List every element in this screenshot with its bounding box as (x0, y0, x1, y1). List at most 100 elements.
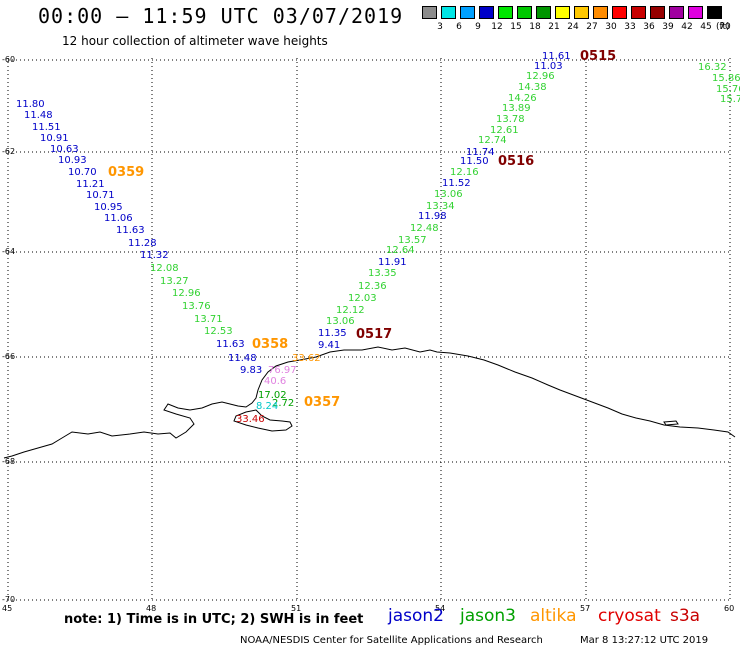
wave-height-value: 14.38 (518, 82, 547, 93)
wave-height-value: 12.61 (490, 125, 519, 136)
legend-swatch (707, 6, 722, 19)
wave-height-value: 11.63 (216, 339, 245, 350)
legend-label: 9 (475, 22, 481, 32)
wave-height-value: 13.06 (434, 189, 463, 200)
legend-label: 3 (437, 22, 443, 32)
pass-time-label: 0517 (356, 327, 392, 342)
legend-swatch (574, 6, 589, 19)
wave-height-value: 12.64 (386, 245, 415, 256)
coastline (3, 346, 736, 459)
legend-swatch (498, 6, 513, 19)
wave-height-value: 13.89 (502, 103, 531, 114)
wave-height-value: 10.93 (58, 155, 87, 166)
wave-height-value: 76.97 (268, 365, 297, 376)
wave-height-value: 11.03 (534, 61, 563, 72)
legend-label: 70 (719, 22, 731, 32)
pass-time-label: 0357 (304, 395, 340, 410)
legend-swatch (536, 6, 551, 19)
wave-height-value: 17.02 (258, 390, 287, 401)
wave-height-value: 13.76 (182, 301, 211, 312)
wave-height-value: 10.70 (68, 167, 97, 178)
legend-label: 36 (643, 22, 655, 32)
legend-unit: (ft) (716, 22, 730, 32)
wave-height-value: 10.95 (94, 202, 123, 213)
wave-height-value: 11.91 (378, 257, 407, 268)
wave-height-value: 11.61 (542, 51, 571, 62)
wave-height-value: 9.41 (318, 340, 340, 351)
wave-height-value: 11.50 (460, 156, 489, 167)
wave-height-value: 12.53 (204, 326, 233, 337)
wave-height-value: 33.46 (236, 414, 265, 425)
island-coastline (663, 420, 679, 426)
peninsula-coastline (233, 409, 293, 432)
satellite-label-cryosat: cryosat (598, 606, 661, 626)
legend-swatch (593, 6, 608, 19)
pass-time-label: 0359 (108, 165, 144, 180)
wave-height-value: 15.86 (712, 73, 740, 84)
wave-height-value: 40.6 (264, 376, 286, 387)
wave-height-value: 16.32 (698, 62, 727, 73)
legend-label: 6 (456, 22, 462, 32)
wave-height-value: 12.96 (526, 71, 555, 82)
legend-swatch (669, 6, 684, 19)
graticule (7, 58, 732, 601)
legend-label: 33 (624, 22, 636, 32)
page-subtitle: 12 hour collection of altimeter wave hei… (62, 34, 328, 48)
wave-height-value: 11.51 (32, 122, 61, 133)
wave-height-value: 11.32 (140, 250, 169, 261)
pass-time-labels: 0359 0358 0357 0515 0516 0517 (108, 49, 616, 410)
wave-height-value: 13.78 (496, 114, 525, 125)
longitude-label: 57 (580, 604, 591, 613)
legend-swatch (555, 6, 570, 19)
wave-height-value: 10.63 (50, 144, 79, 155)
wave-height-value: 11.06 (104, 213, 133, 224)
latitude-label: -64 (2, 247, 16, 256)
legend-label: 39 (662, 22, 674, 32)
wave-height-value: 12.96 (172, 288, 201, 299)
legend-swatch (688, 6, 703, 19)
legend-label: 27 (586, 22, 598, 32)
wave-height-value: 33.62 (292, 353, 321, 364)
legend-swatch (441, 6, 456, 19)
legend-label: 45 (700, 22, 712, 32)
wave-height-value: 10.91 (40, 133, 69, 144)
latitude-label: -60 (2, 55, 16, 64)
wave-height-value: 13.57 (398, 235, 427, 246)
legend-swatch (460, 6, 475, 19)
wave-height-value: 15.76 (716, 84, 740, 95)
wave-height-value: 11.21 (76, 179, 105, 190)
bay-coastline (3, 359, 301, 459)
legend-label: 15 (510, 22, 522, 32)
satellite-label-altika: altika (530, 606, 577, 626)
credit-line: NOAA/NESDIS Center for Satellite Applica… (240, 635, 543, 646)
latitude-label: -68 (2, 457, 16, 466)
wave-height-value: 12.48 (410, 223, 439, 234)
legend-swatch (479, 6, 494, 19)
pass-time-label: 0358 (252, 337, 288, 352)
wave-height-value: 12.12 (336, 305, 365, 316)
wave-height-value: 11.80 (16, 99, 45, 110)
pass-time-label: 0515 (580, 49, 616, 64)
legend-label: 24 (567, 22, 579, 32)
wave-height-value: 10.71 (86, 190, 115, 201)
legend-label: 18 (529, 22, 541, 32)
legend-swatch (650, 6, 665, 19)
wave-height-value: 12.74 (478, 135, 507, 146)
wave-height-value: 11.63 (116, 225, 145, 236)
wave-height-value: 12.36 (358, 281, 387, 292)
wave-height-value: 11.48 (228, 353, 257, 364)
legend-swatch (612, 6, 627, 19)
legend-swatch (422, 6, 437, 19)
wave-height-value: 11.35 (318, 328, 347, 339)
wave-height-value: 12.08 (150, 263, 179, 274)
latitude-label: -62 (2, 147, 16, 156)
wave-height-value: 11.28 (128, 238, 157, 249)
wave-height-value: 12.03 (348, 293, 377, 304)
longitude-label: 51 (291, 604, 302, 613)
legend-label: 12 (491, 22, 503, 32)
wave-height-value: 12.16 (450, 167, 479, 178)
legend-swatch (631, 6, 646, 19)
wave-height-value: 13.35 (368, 268, 397, 279)
